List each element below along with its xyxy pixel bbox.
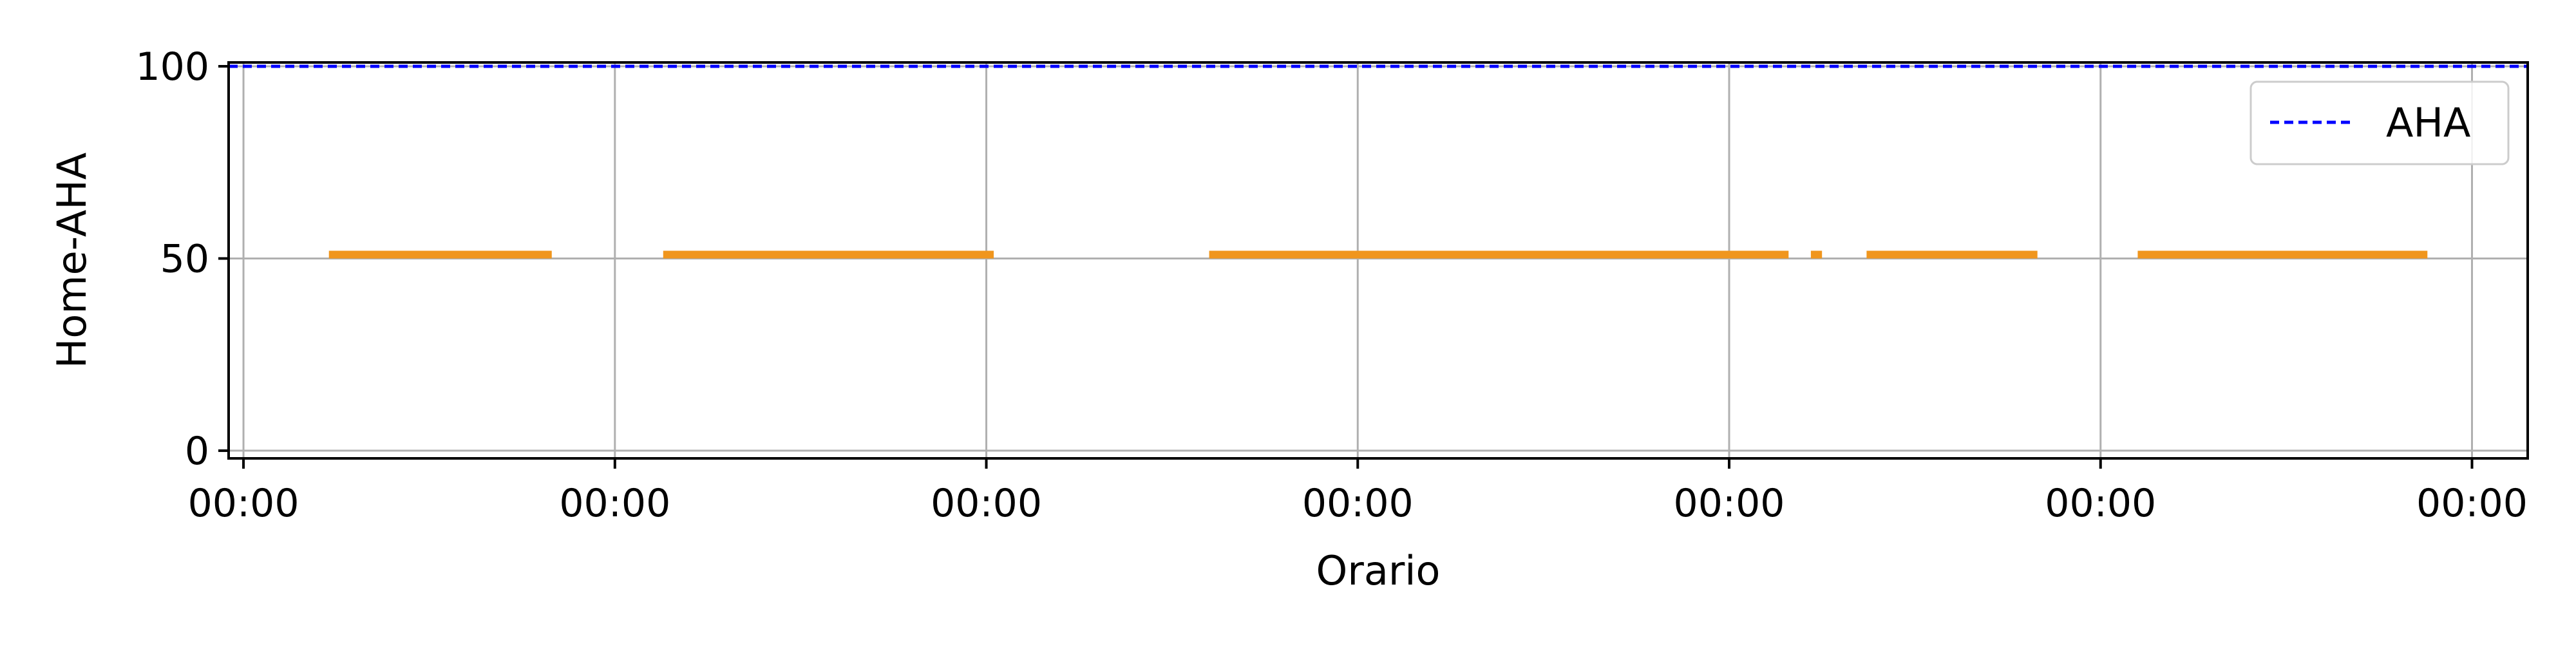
legend: AHA	[2249, 80, 2510, 165]
x-axis-label: Orario	[1316, 547, 1441, 594]
y-tick-label: 50	[160, 237, 209, 282]
x-tick-label: 00:00	[1302, 481, 1414, 526]
y-axis-label: Home-AHA	[48, 153, 95, 369]
x-tick-label: 00:00	[2045, 481, 2156, 526]
plot-frame	[227, 61, 2529, 460]
x-tick-label: 00:00	[188, 481, 299, 526]
x-tick-label: 00:00	[2416, 481, 2528, 526]
x-tick-label: 00:00	[1674, 481, 1785, 526]
series-layer	[229, 64, 2528, 259]
ticks: 00:00 00:00 00:00 00:00 00:00 00:00 00:00 0 50 10…	[135, 44, 2527, 526]
y-tick-label: 0	[185, 429, 209, 474]
x-tick-label: 00:00	[559, 481, 670, 526]
legend-box	[2249, 80, 2510, 165]
legend-label-aha: AHA	[2386, 99, 2470, 146]
x-tick-label: 00:00	[931, 481, 1042, 526]
y-tick-label: 100	[135, 44, 209, 89]
